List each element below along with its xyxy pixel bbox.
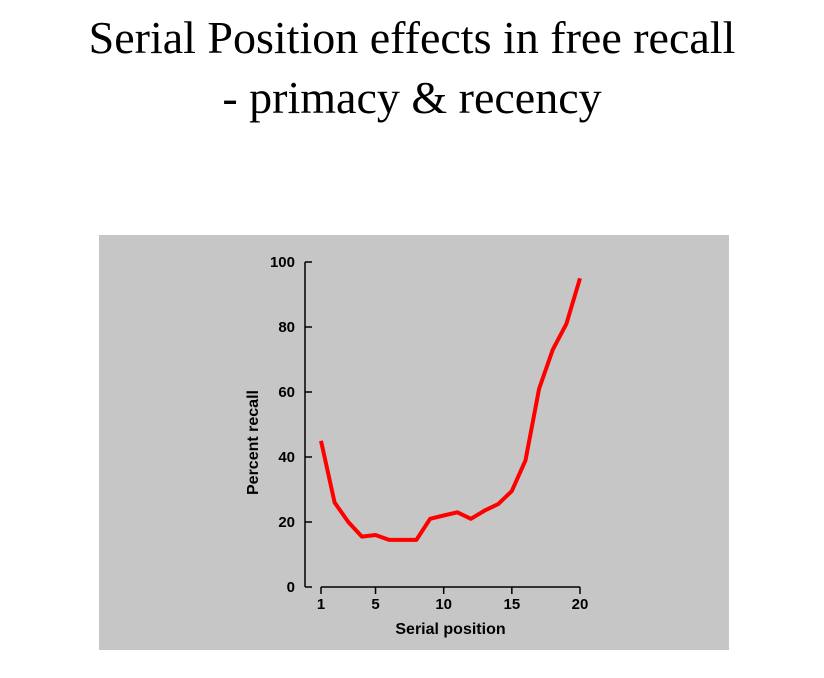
chart-panel: 0 20 40 60 80 100 1 5 10 15 20 Serial position Per…	[99, 235, 729, 650]
x-tick-label: 1	[317, 596, 325, 613]
series-line-0	[319, 277, 582, 542]
series-layer	[319, 277, 582, 542]
slide-title-line-1: Serial Position effects in free recall	[88, 12, 736, 63]
y-tick-label: 0	[287, 579, 295, 596]
y-tick-label: 20	[278, 514, 295, 531]
y-tick-label: 80	[278, 319, 295, 336]
axes	[304, 262, 580, 588]
slide-title-line-2: - primacy & recency	[222, 72, 602, 123]
y-axis-label: Percent recall	[245, 390, 262, 495]
x-tick-label: 15	[503, 596, 520, 613]
x-tick-label: 10	[435, 596, 452, 613]
y-tick-label: 100	[270, 254, 295, 271]
y-tick-label: 40	[278, 449, 295, 466]
x-axis-label: Serial position	[395, 621, 505, 638]
x-tick-label: 5	[371, 596, 379, 613]
y-tick-label: 60	[278, 384, 295, 401]
slide-title: Serial Position effects in free recall -…	[0, 8, 824, 128]
x-tick-label: 20	[572, 596, 589, 613]
